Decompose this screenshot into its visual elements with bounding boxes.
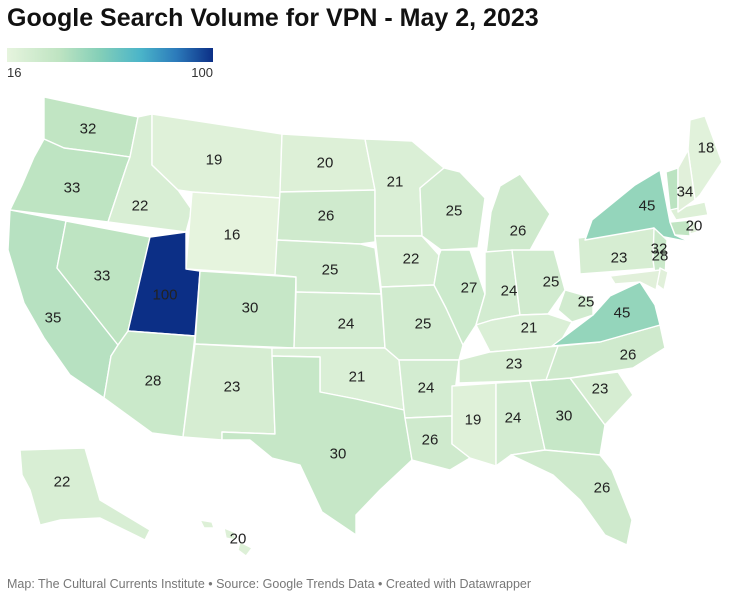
state-value-label-hi: 20: [230, 531, 247, 548]
state-value-label-ok: 21: [349, 369, 366, 386]
state-value-label-tn: 23: [506, 356, 523, 373]
state-value-label-ma: 20: [686, 218, 703, 235]
state-value-label-or: 33: [64, 180, 81, 197]
state-value-label-co: 30: [242, 300, 259, 317]
state-value-label-me: 18: [698, 140, 715, 157]
state-value-label-nd: 20: [317, 155, 334, 172]
state-value-label-fl: 26: [594, 480, 611, 497]
state-value-label-az: 28: [145, 373, 162, 390]
state-wi[interactable]: [419, 167, 486, 251]
state-value-label-nj: 28: [652, 248, 669, 265]
state-ma[interactable]: [669, 201, 709, 221]
state-value-label-nc: 26: [620, 347, 637, 364]
state-tx[interactable]: [221, 355, 413, 536]
state-ms[interactable]: [451, 382, 497, 467]
state-nh[interactable]: [677, 149, 696, 213]
legend-max-label: 100: [191, 65, 213, 80]
states-layer: [7, 96, 723, 557]
labels-layer: 32 33 35 22 33 19 16 100 28 30 23 20 26 25 24 21 30 21 22 2…: [45, 121, 715, 548]
map-title: Google Search Volume for VPN - May 2, 20…: [7, 4, 539, 32]
state-il[interactable]: [433, 249, 486, 346]
state-value-label-wv: 25: [578, 294, 595, 311]
state-value-label-va: 45: [614, 305, 631, 322]
state-value-label-ia: 22: [403, 251, 420, 268]
state-va[interactable]: [551, 281, 661, 347]
state-ny[interactable]: [584, 169, 691, 243]
state-ct[interactable]: [669, 219, 691, 237]
state-value-label-ga: 30: [556, 408, 573, 425]
us-choropleth-map: 32 33 35 22 33 19 16 100 28 30 23 20 26 25 24 21 30 21 22 2…: [7, 96, 723, 557]
state-value-label-wy: 16: [224, 227, 241, 244]
state-sd[interactable]: [276, 189, 376, 245]
state-value-label-ca: 35: [45, 310, 62, 327]
state-value-label-mn: 21: [387, 174, 404, 191]
state-value-label-mo: 25: [415, 316, 432, 333]
state-ak[interactable]: [19, 447, 151, 541]
state-value-label-ar: 24: [418, 380, 435, 397]
state-value-label-ne: 25: [322, 262, 339, 279]
state-value-label-ky: 21: [521, 320, 538, 337]
state-sc[interactable]: [569, 371, 634, 426]
state-oh[interactable]: [511, 249, 566, 316]
state-value-label-ut: 100: [152, 287, 177, 304]
state-fl[interactable]: [510, 449, 633, 546]
state-value-label-sc: 23: [592, 381, 609, 398]
legend-min-label: 16: [7, 65, 22, 80]
state-value-label-nv: 33: [94, 268, 111, 285]
state-ri[interactable]: [689, 219, 698, 235]
state-value-label-ak: 22: [54, 474, 71, 491]
state-value-label-mt: 19: [206, 152, 223, 169]
state-value-label-wi: 25: [446, 203, 463, 220]
state-value-label-tx: 30: [330, 446, 347, 463]
state-value-label-la: 26: [422, 432, 439, 449]
state-hi[interactable]: [199, 519, 253, 557]
state-value-label-id: 22: [132, 198, 149, 215]
state-value-label-mi: 26: [510, 223, 527, 240]
color-legend: 16 100: [7, 48, 213, 80]
state-value-label-al: 24: [505, 410, 522, 427]
state-value-label-vt: 34: [677, 184, 694, 201]
state-value-label-ks: 24: [338, 316, 355, 333]
state-value-label-pa: 23: [611, 250, 628, 267]
state-value-label-ct: 32: [651, 241, 668, 258]
state-mi[interactable]: [485, 173, 551, 255]
state-value-label-oh: 25: [543, 274, 560, 291]
state-wv[interactable]: [557, 289, 594, 323]
state-md[interactable]: [609, 269, 661, 291]
state-value-label-nm: 23: [224, 379, 241, 396]
state-az[interactable]: [103, 330, 196, 438]
source-footer: Map: The Cultural Currents Institute • S…: [7, 577, 532, 591]
legend-gradient-bar: [7, 48, 213, 62]
state-value-label-wa: 32: [80, 121, 97, 138]
state-value-label-ms: 19: [465, 412, 482, 429]
state-value-label-ny: 45: [639, 198, 656, 215]
state-value-label-in: 24: [501, 283, 518, 300]
state-value-label-sd: 26: [318, 208, 335, 225]
state-value-label-il: 27: [461, 280, 478, 297]
